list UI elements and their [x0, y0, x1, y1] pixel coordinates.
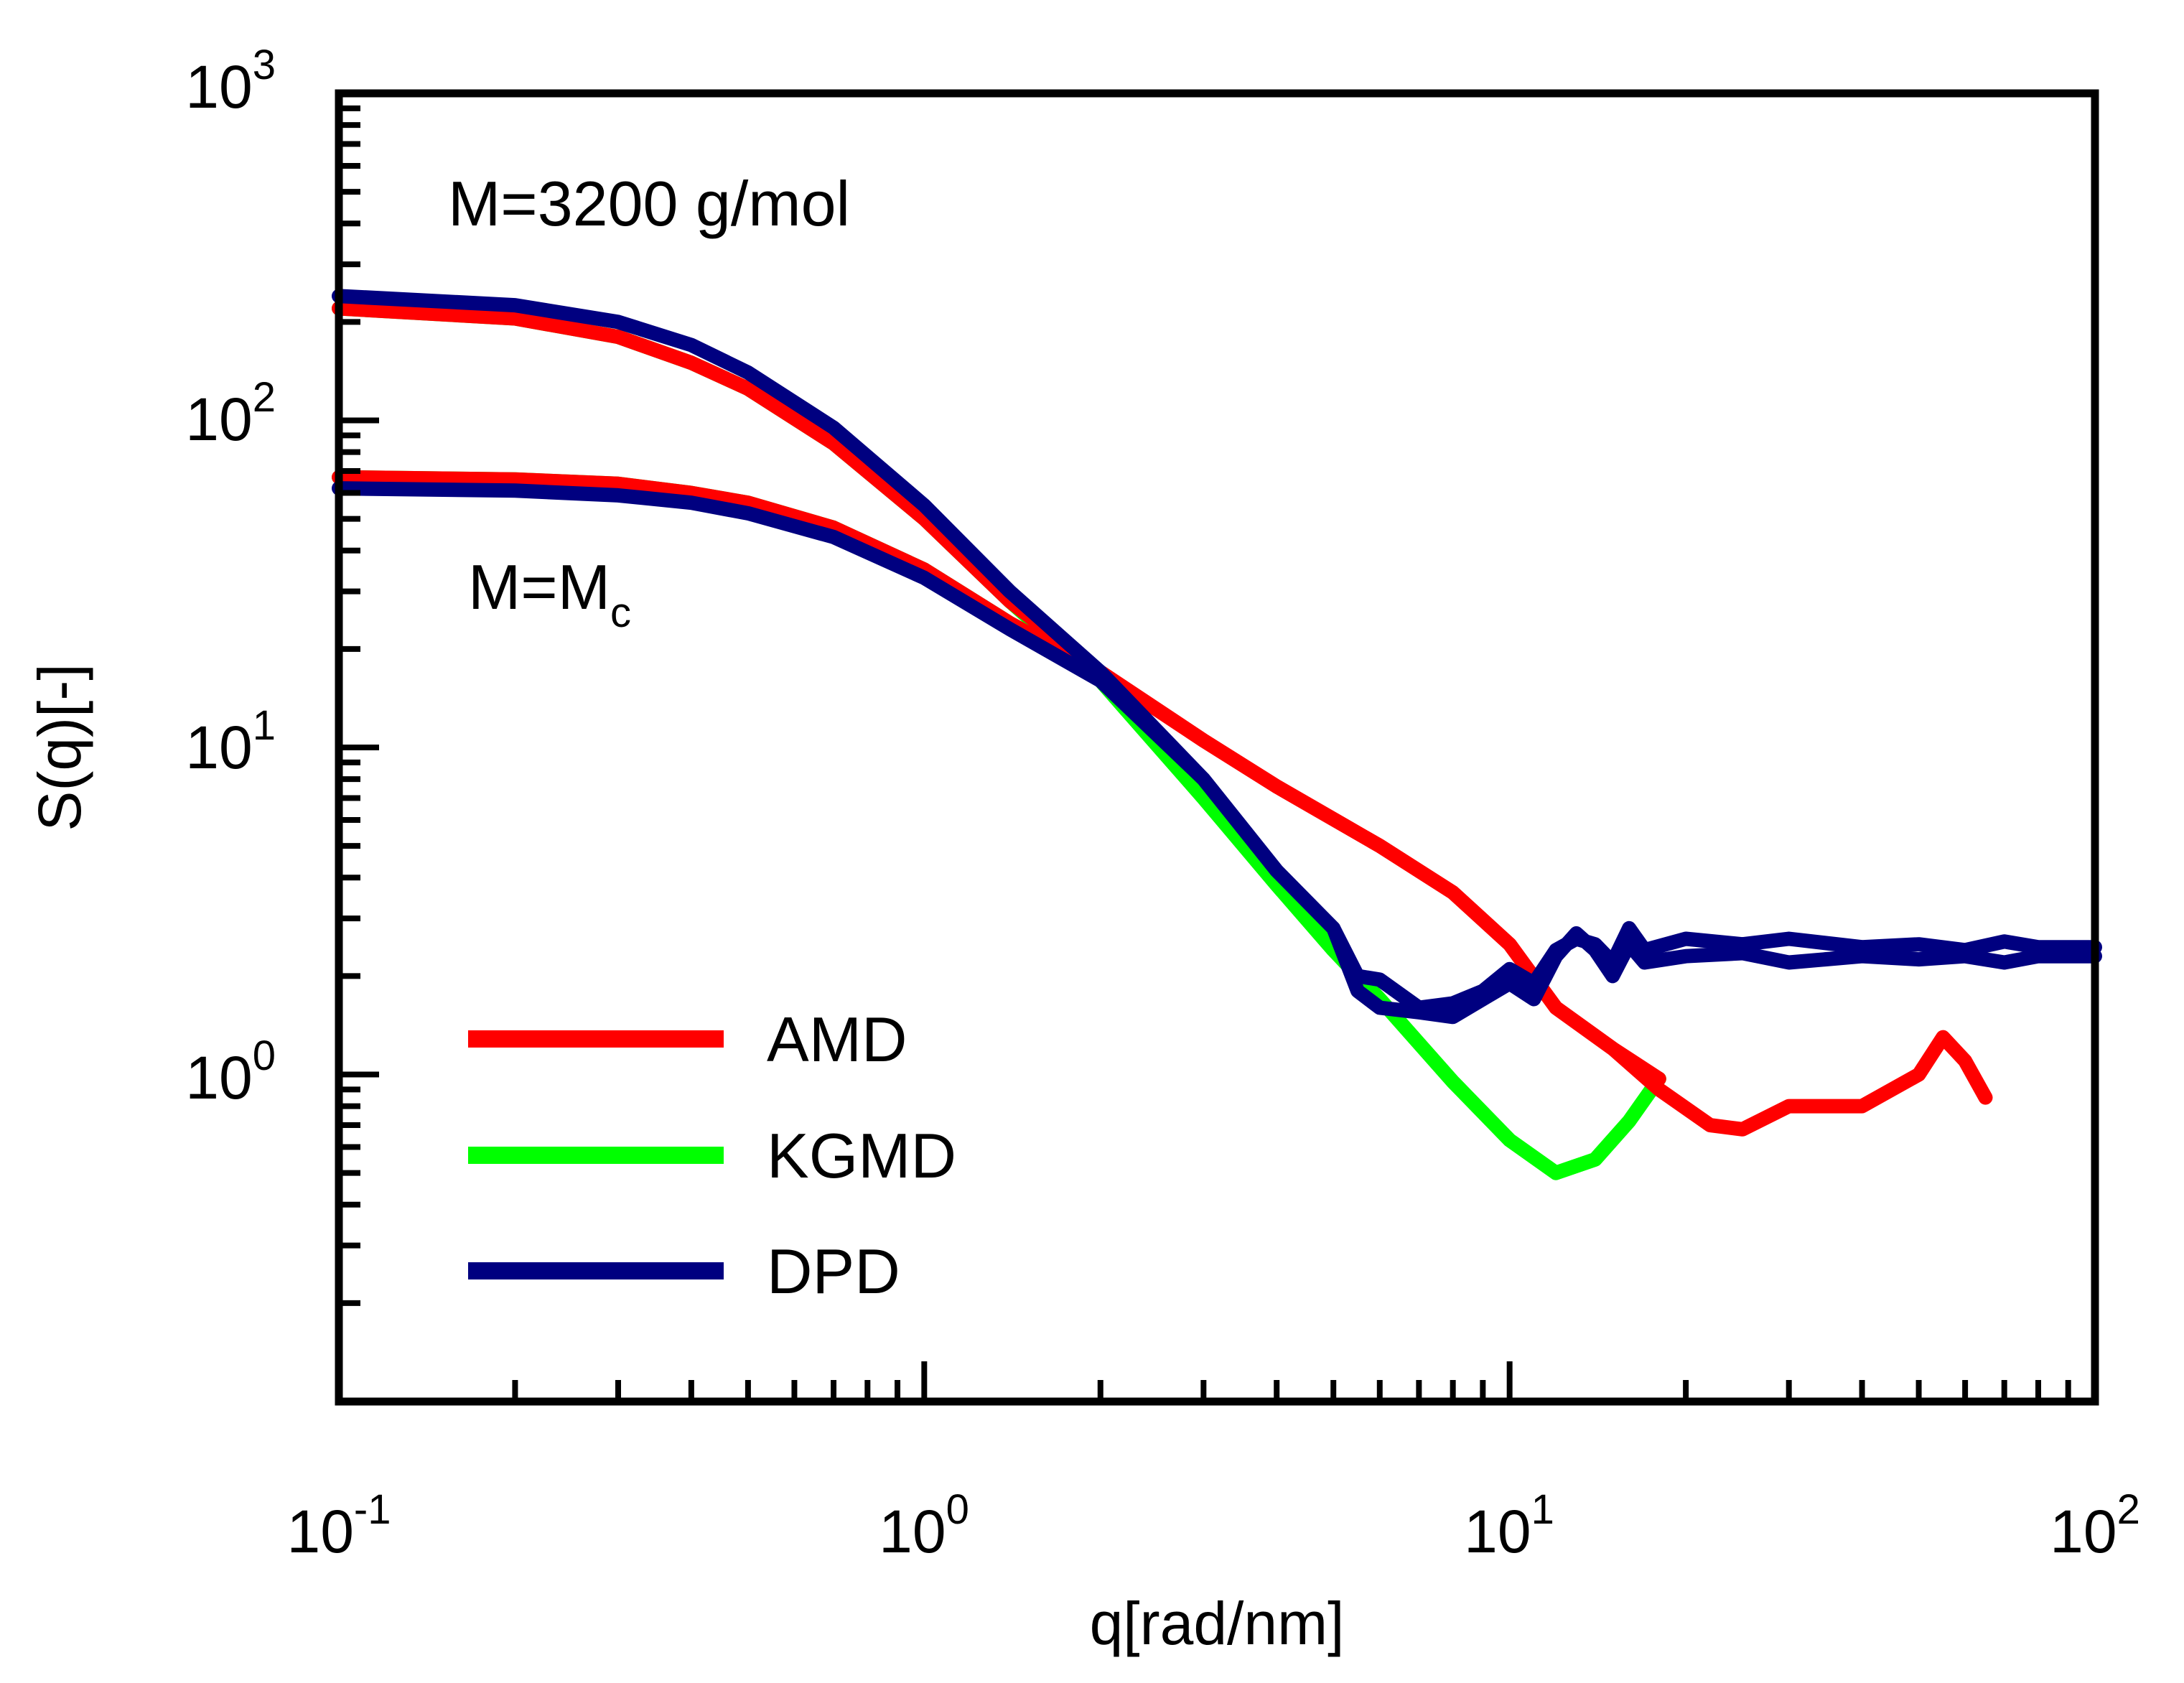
y-tick-label-1e3: 103: [185, 42, 276, 121]
series-amd-mc: [332, 470, 1993, 1137]
y-tick-label-1e2: 102: [185, 374, 276, 453]
x-tick-label-1e1: 101: [1464, 1486, 1554, 1565]
series-amd-m3200: [332, 301, 1666, 1086]
y-tick-label-1e1: 101: [185, 702, 276, 781]
legend-label-amd: AMD: [767, 1004, 907, 1075]
y-tick-label-1e0: 100: [185, 1032, 276, 1111]
y-axis-title: S(q)[-]: [26, 663, 93, 831]
legend-label-kgmd: KGMD: [767, 1120, 956, 1191]
series-layer: [332, 289, 2102, 1180]
tick-layer: [336, 105, 2071, 1404]
series-dpd-mc: [332, 481, 2102, 1025]
legend: AMD KGMD DPD: [468, 1004, 956, 1307]
x-axis-title: q[rad/nm]: [1090, 1590, 1345, 1657]
series-dpd-m3200: [332, 289, 2102, 1015]
x-tick-label-1e2: 102: [2050, 1486, 2140, 1565]
x-tick-label-1e-1: 10-1: [286, 1486, 391, 1565]
legend-label-dpd: DPD: [767, 1236, 900, 1307]
x-tick-label-1e0: 100: [879, 1486, 969, 1565]
annotation-mc: M=Mc: [468, 551, 631, 636]
annotation-m3200: M=3200 g/mol: [448, 168, 850, 239]
